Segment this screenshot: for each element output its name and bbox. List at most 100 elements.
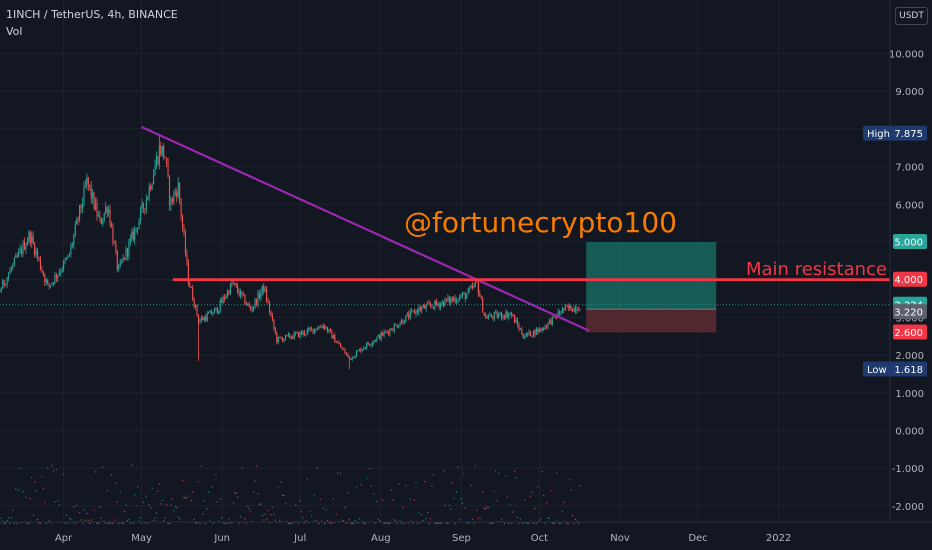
volume-mark	[351, 522, 353, 524]
candle	[237, 282, 239, 295]
candle	[18, 248, 20, 258]
candle	[2, 278, 4, 289]
candle	[299, 331, 301, 340]
candle	[269, 300, 271, 316]
volume-mark	[154, 517, 156, 519]
volume-mark	[495, 470, 497, 472]
volume-mark	[161, 499, 163, 502]
volume-mark	[73, 506, 75, 508]
candle	[160, 141, 162, 157]
volume-mark	[195, 522, 197, 524]
volume-mark	[518, 522, 520, 524]
time-axis[interactable]: MarAprMayJunJulAugSepOctNovDec2022	[0, 521, 932, 544]
volume-mark	[558, 522, 561, 525]
descending-trendline[interactable]	[141, 126, 590, 332]
volume-mark	[450, 508, 452, 510]
volume-mark	[290, 522, 292, 524]
candle	[16, 252, 18, 259]
volume-mark	[315, 520, 317, 522]
volume-mark	[64, 522, 66, 525]
candle	[363, 345, 365, 351]
volume-mark	[122, 522, 124, 525]
volume-mark	[525, 522, 527, 524]
candle	[271, 312, 273, 322]
volume-mark	[389, 522, 391, 524]
volume-mark	[166, 504, 168, 506]
candle	[315, 328, 317, 333]
volume-mark	[235, 492, 237, 494]
candle	[516, 317, 519, 328]
candle	[338, 340, 340, 345]
volume-mark	[460, 498, 462, 500]
candle	[292, 334, 294, 339]
volume-mark	[39, 522, 42, 524]
candle	[70, 242, 72, 258]
candle	[351, 356, 353, 362]
candle	[396, 324, 398, 328]
candle	[561, 306, 563, 314]
candle	[242, 291, 244, 296]
candle	[257, 289, 259, 308]
volume-mark	[5, 522, 7, 524]
candle	[360, 347, 362, 354]
volume-mark	[348, 518, 350, 521]
stop-loss-zone[interactable]	[586, 309, 717, 333]
candle	[54, 271, 56, 285]
candle	[144, 208, 146, 215]
candlestick-series[interactable]	[0, 133, 581, 370]
volume-mark	[489, 522, 491, 525]
candle	[489, 312, 491, 317]
volume-mark	[551, 522, 553, 524]
volume-mark	[302, 517, 304, 519]
volume-mark	[355, 486, 358, 488]
volume-mark	[193, 518, 195, 520]
volume-mark	[244, 517, 246, 520]
volume-mark	[480, 517, 482, 520]
volume-mark	[476, 509, 478, 511]
candle	[219, 298, 221, 314]
volume-mark	[390, 489, 392, 491]
candle	[61, 266, 63, 273]
candle	[80, 203, 82, 214]
candle	[189, 281, 191, 288]
candle	[496, 309, 498, 319]
volume-mark	[70, 518, 72, 520]
volume-mark	[184, 497, 187, 499]
volume-mark	[54, 501, 56, 503]
candle	[273, 318, 275, 331]
volume-mark	[515, 477, 517, 479]
volume-mark	[425, 517, 427, 520]
volume-mark	[328, 522, 330, 524]
volume-mark	[393, 519, 395, 521]
candle	[409, 308, 411, 320]
candle	[522, 332, 524, 339]
currency-badge[interactable]: USDT	[895, 7, 928, 25]
candle	[157, 155, 159, 166]
candle	[427, 300, 429, 306]
candle	[240, 288, 242, 299]
volume-mark	[218, 520, 220, 522]
volume-mark	[192, 491, 194, 493]
candle	[541, 327, 543, 334]
candle	[395, 323, 397, 326]
price-axis[interactable]: 10.0009.0008.0007.0006.0005.0004.0003.00…	[863, 0, 932, 550]
volume-mark	[131, 464, 133, 466]
low-value: 1.618	[894, 365, 923, 376]
volume-mark	[128, 518, 130, 521]
volume-indicator-label[interactable]: Vol	[6, 25, 23, 38]
profit-target-zone[interactable]	[586, 242, 717, 310]
time-tick-label: 2022	[766, 533, 791, 544]
candle	[460, 293, 462, 299]
candle	[511, 311, 513, 319]
time-tick-label: May	[131, 533, 152, 544]
volume-mark	[485, 508, 487, 510]
candle	[466, 293, 468, 299]
time-tick-label: Dec	[688, 533, 707, 544]
candle	[350, 358, 352, 361]
symbol-title[interactable]: 1INCH / TetherUS, 4h, BINANCE	[6, 8, 178, 21]
volume-mark	[144, 522, 146, 524]
volume-mark	[325, 509, 327, 511]
candle	[170, 195, 172, 211]
volume-mark	[282, 494, 284, 496]
